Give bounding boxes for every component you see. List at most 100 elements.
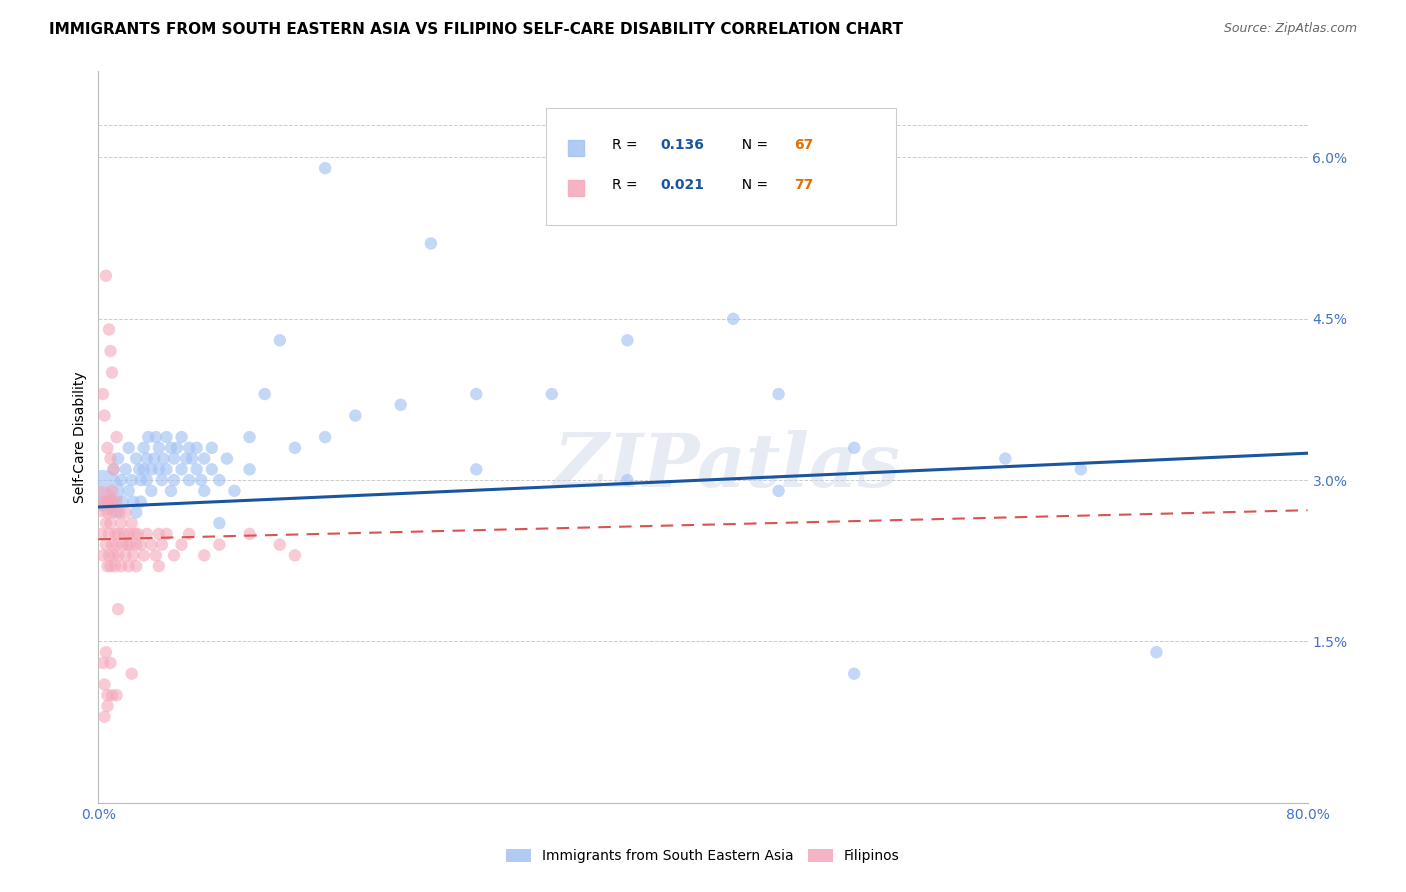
Text: N =: N = (734, 137, 773, 152)
Point (155, 430, 177, 444)
Point (616, 473, 638, 487)
Point (90, 527, 112, 541)
Point (269, 538, 291, 552)
Point (124, 527, 146, 541)
Point (91, 549, 114, 563)
Point (193, 483, 215, 498)
Point (389, 398, 412, 412)
Point (121, 666, 143, 681)
Point (110, 516, 132, 530)
Point (208, 516, 231, 530)
Point (155, 462, 177, 476)
Point (98, 549, 121, 563)
Point (104, 559, 127, 574)
Point (160, 441, 183, 455)
Point (145, 430, 167, 444)
Point (125, 451, 148, 466)
Point (125, 538, 148, 552)
Point (163, 451, 186, 466)
Point (148, 527, 170, 541)
Point (98, 322, 121, 336)
Point (145, 549, 167, 563)
Point (105, 430, 128, 444)
Point (91, 656, 114, 670)
Point (93, 710, 115, 724)
Point (314, 161, 336, 176)
Point (90, 494, 112, 508)
Point (616, 333, 638, 347)
Point (118, 483, 141, 498)
Point (163, 473, 186, 487)
Legend: Immigrants from South Eastern Asia, Filipinos: Immigrants from South Eastern Asia, Fili… (501, 844, 905, 869)
Point (1144, 645, 1167, 659)
Point (107, 602, 129, 616)
Point (150, 473, 173, 487)
Point (112, 527, 135, 541)
Point (91, 387, 114, 401)
Point (465, 387, 488, 401)
Point (105, 538, 128, 552)
Point (96, 505, 118, 519)
Point (100, 516, 122, 530)
Point (284, 549, 307, 563)
Point (768, 483, 790, 498)
Point (101, 483, 124, 498)
Point (269, 333, 291, 347)
Point (540, 387, 562, 401)
Point (125, 505, 148, 519)
Point (94, 516, 117, 530)
Point (768, 387, 790, 401)
Point (129, 538, 152, 552)
Point (129, 494, 152, 508)
Point (224, 483, 246, 498)
Point (253, 387, 276, 401)
Point (170, 430, 193, 444)
Point (93, 494, 115, 508)
Point (96, 559, 118, 574)
Point (122, 549, 145, 563)
Point (93, 677, 115, 691)
Point (101, 494, 124, 508)
Point (108, 505, 131, 519)
Point (105, 688, 128, 702)
Point (179, 527, 201, 541)
Point (148, 559, 170, 574)
Point (465, 462, 488, 476)
Point (193, 451, 215, 466)
Point (179, 441, 201, 455)
Text: 0.136: 0.136 (661, 137, 704, 152)
Point (181, 451, 204, 466)
Point (100, 451, 122, 466)
Point (186, 441, 208, 455)
Text: ZIPatlas: ZIPatlas (554, 430, 901, 502)
Point (103, 505, 125, 519)
Point (148, 441, 170, 455)
Point (105, 494, 128, 508)
Point (1070, 462, 1092, 476)
Point (420, 236, 443, 251)
Point (101, 688, 124, 702)
Point (994, 451, 1017, 466)
Point (121, 516, 143, 530)
Point (96, 688, 118, 702)
Point (148, 462, 170, 476)
Point (91, 483, 114, 498)
Point (190, 473, 212, 487)
Text: 77: 77 (793, 178, 813, 192)
Point (110, 473, 132, 487)
Point (94, 268, 117, 283)
Point (132, 441, 155, 455)
Point (186, 462, 208, 476)
Point (103, 462, 125, 476)
Point (208, 538, 231, 552)
Point (170, 538, 193, 552)
Point (118, 441, 141, 455)
Point (135, 527, 157, 541)
Point (135, 451, 157, 466)
Point (150, 538, 173, 552)
Point (94, 538, 117, 552)
Point (152, 451, 174, 466)
Point (103, 549, 125, 563)
Point (114, 505, 136, 519)
Point (132, 462, 155, 476)
